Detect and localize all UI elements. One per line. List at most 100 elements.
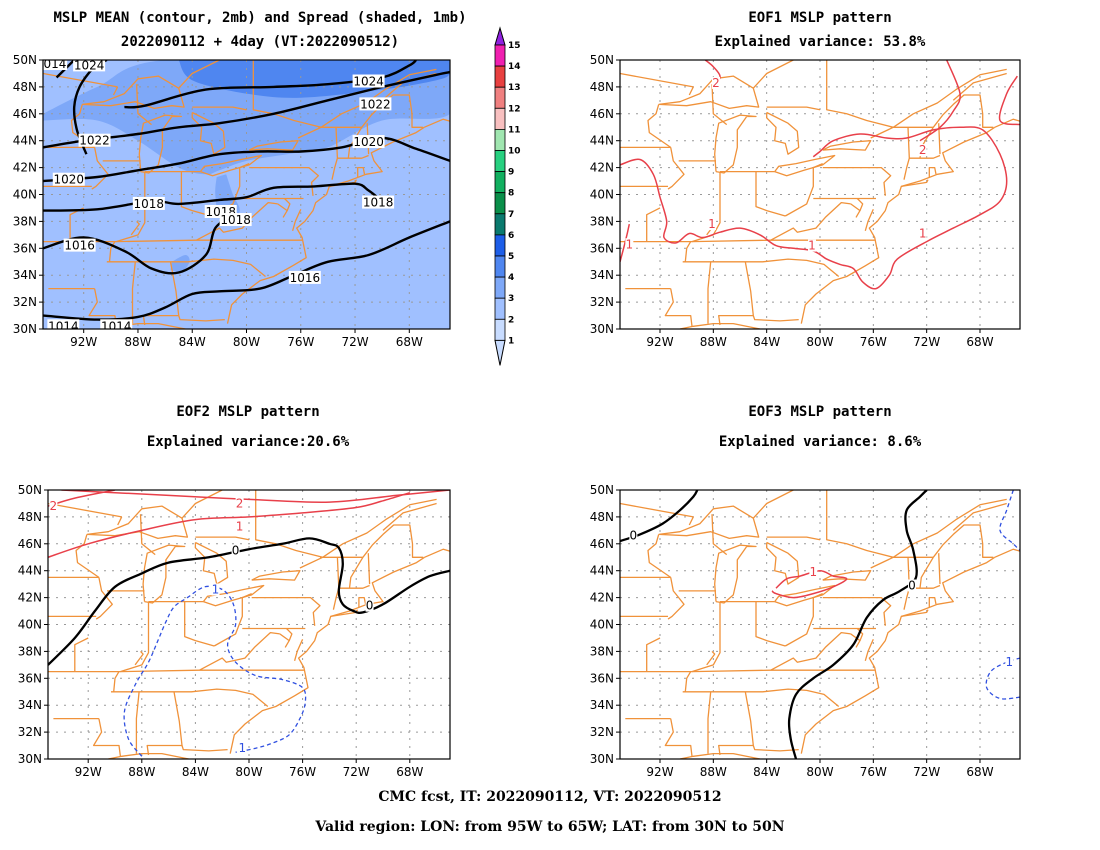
colorbar-max-triangle (494, 26, 506, 46)
panel4-lat-tick-label: 50N (590, 483, 614, 497)
panel1-lat-tick-label: 30N (13, 322, 37, 336)
panel2-lon-tick-label: 76W (860, 335, 887, 349)
eof3-contour (771, 569, 848, 599)
eof2-contour (48, 491, 411, 559)
eof1-contour (919, 60, 961, 142)
colorbar-swatch (494, 128, 506, 151)
panel2-lat-tick-label: 46N (590, 107, 614, 121)
panel2-lat-tick-label: 40N (590, 188, 614, 202)
mean-contour-label: 1020 (54, 173, 85, 187)
panel1-lat-tick-label: 42N (13, 161, 37, 175)
colorbar-label: 8 (508, 189, 514, 199)
panel3-lat-tick-label: 36N (18, 671, 42, 685)
panel4-lon-tick-label: 84W (753, 765, 780, 779)
panel2-lat-tick-label: 42N (590, 161, 614, 175)
colorbar-swatch (494, 234, 506, 257)
panel1-lon-tick-label: 88W (124, 335, 151, 349)
panel4-lon-tick-label: 76W (860, 765, 887, 779)
panel2-subtitle: Explained variance: 53.8% (714, 34, 926, 50)
mean-mslp-contour (43, 220, 450, 321)
mean-contour-label: 1024 (353, 75, 384, 89)
footer-forecast-info: CMC fcst, IT: 2022090112, VT: 2022090512 (378, 789, 722, 805)
panel1-lat-tick-label: 32N (13, 295, 37, 309)
panel3-lon-tick-label: 80W (235, 765, 262, 779)
colorbar-swatch (494, 44, 506, 67)
eof3-contour-label: 0 (630, 529, 638, 543)
panel2-lat-tick-label: 48N (590, 80, 614, 94)
colorbar-label: 12 (508, 104, 521, 114)
panel4-title: EOF3 MSLP pattern (748, 404, 892, 420)
panel2-lon-tick-label: 72W (913, 335, 940, 349)
eof1-contour-label: 1 (708, 217, 716, 231)
colorbar-swatch (494, 318, 506, 341)
colorbar-label: 10 (508, 147, 521, 157)
panel3-lat-tick-label: 42N (18, 591, 42, 605)
eof2-contour-label: 1 (238, 741, 246, 755)
panel1-lon-tick-label: 76W (287, 335, 314, 349)
panel4-lat-tick-label: 42N (590, 591, 614, 605)
eof1-contour (620, 223, 631, 262)
panel4-lat-tick-label: 38N (590, 644, 614, 658)
eof2-contour-label: 2 (236, 496, 244, 510)
mean-contour-label: 1022 (360, 97, 391, 111)
eof2-contour (48, 537, 450, 666)
eof1-contour-label: 1 (919, 227, 927, 241)
panel2-lat-tick-label: 34N (590, 268, 614, 282)
panel1-lon-tick-label: 92W (70, 335, 97, 349)
panel4-subtitle: Explained variance: 8.6% (718, 434, 922, 450)
eof1-contour-label: 2 (712, 76, 720, 90)
colorbar-label: 7 (508, 210, 514, 220)
panel3-lat-tick-label: 30N (18, 752, 42, 766)
panel2-lat-tick-label: 32N (590, 295, 614, 309)
panel2-title: EOF1 MSLP pattern (748, 10, 892, 26)
panel1-lat-tick-label: 36N (13, 241, 37, 255)
eof1-contour-label: 2 (919, 143, 927, 157)
panel2-lat-tick-label: 50N (590, 53, 614, 67)
panel3-lat-tick-label: 32N (18, 725, 42, 739)
colorbar-swatch (494, 192, 506, 215)
panel2-lat-tick-label: 44N (590, 134, 614, 148)
panel3-map: 2 2 1 0 0 1 1 30N 32N 34N 36N 38N 40N 42N 44N 46N 48N 50N… (18, 483, 451, 779)
panel2-map: 2 2 1 1 1 1 30N 32N 34N 36N 38N 40N 42N 44N 46N 48N 50N 9… (590, 53, 1021, 349)
panel3-lat-tick-label: 34N (18, 698, 42, 712)
panel3-lon-tick-label: 68W (396, 765, 423, 779)
colorbar-swatch (494, 107, 506, 130)
panel1-title: MSLP MEAN (contour, 2mb) and Spread (sha… (53, 10, 467, 26)
mean-mslp-contour (43, 213, 234, 275)
mean-contour-label: 1014 (36, 57, 67, 71)
mean-mslp-contour (124, 60, 417, 109)
colorbar-label: 4 (508, 273, 514, 283)
eof2-contour-label: 1 (236, 519, 244, 533)
panel1-lon-tick-label: 68W (396, 335, 423, 349)
panel4-lat-tick-label: 32N (590, 725, 614, 739)
panel3-title: EOF2 MSLP pattern (176, 404, 320, 420)
panel1-lat-tick-label: 38N (13, 214, 37, 228)
eof1-contour-label: 1 (626, 237, 634, 251)
eof2-contour (123, 585, 307, 757)
eof3-contour-label: 1 (810, 565, 818, 579)
mean-contour-label: 1016 (64, 239, 95, 253)
colorbar-swatch (494, 255, 506, 278)
colorbar-label: 5 (508, 252, 514, 262)
panel1-lat-tick-label: 46N (13, 107, 37, 121)
panel4-lon-tick-label: 68W (966, 765, 993, 779)
panel3-lat-tick-label: 40N (18, 618, 42, 632)
panel1-lon-tick-label: 84W (179, 335, 206, 349)
panel3-lat-tick-label: 38N (18, 644, 42, 658)
panel2-lon-tick-label: 84W (753, 335, 780, 349)
colorbar-label: 2 (508, 315, 514, 325)
panel4-lat-tick-label: 44N (590, 564, 614, 578)
panel4-lat-tick-label: 30N (590, 752, 614, 766)
colorbar-min-triangle (494, 339, 506, 366)
eof1-contour (998, 75, 1020, 126)
colorbar-swatch (494, 213, 506, 236)
eof3-contour (999, 490, 1020, 551)
panel4-lat-tick-label: 46N (590, 537, 614, 551)
mean-contour-label: 1018 (220, 213, 251, 227)
panel1-subtitle: 2022090112 + 4day (VT:2022090512) (120, 34, 400, 50)
panel1-lon-tick-label: 80W (233, 335, 260, 349)
panel4-map: 0 1 0 1 1 30N 32N 34N 36N 38N 40N 42N 44N 46N 48N 50N 92… (590, 483, 1021, 779)
mean-contour-label: 1014 (101, 319, 132, 333)
panel1-lon-tick-label: 72W (341, 335, 368, 349)
eof3-contour (620, 490, 699, 543)
